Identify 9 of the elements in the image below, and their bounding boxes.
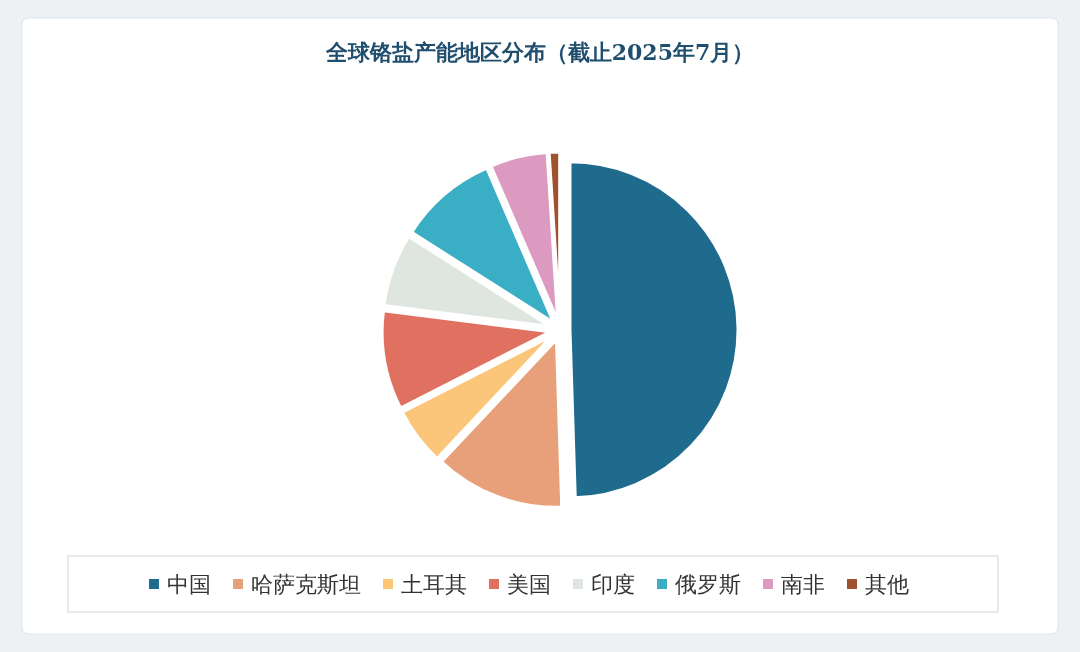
legend-label: 其他 <box>865 572 909 597</box>
legend-label: 南非 <box>781 572 825 597</box>
chart-title: 全球铬盐产能地区分布（截止2025年7月） <box>324 39 755 65</box>
legend-label: 土耳其 <box>401 572 467 597</box>
legend-label: 中国 <box>167 572 211 597</box>
legend-label: 俄罗斯 <box>675 572 741 597</box>
legend-label: 美国 <box>507 572 551 597</box>
legend-label: 哈萨克斯坦 <box>251 572 361 597</box>
legend-label: 印度 <box>591 572 635 597</box>
